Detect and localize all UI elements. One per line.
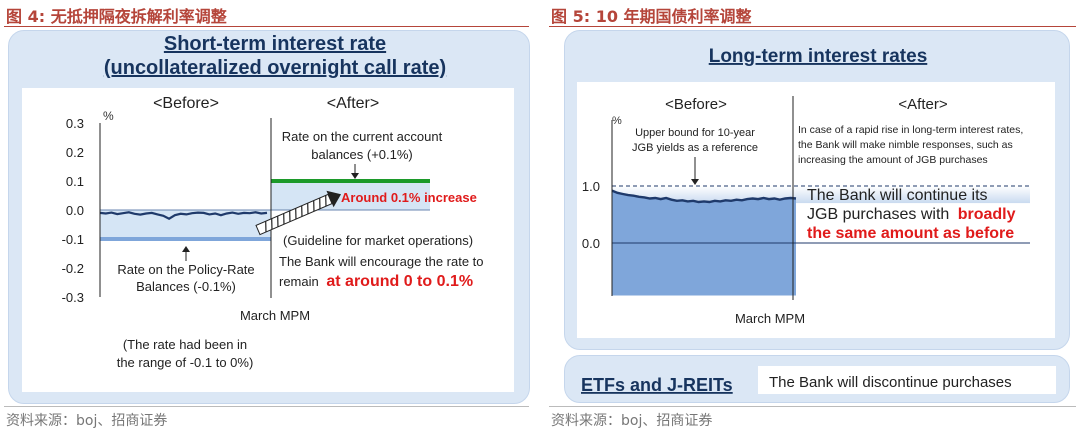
- encourage-label-2: remain at around 0 to 0.1%: [279, 273, 473, 290]
- long-before-label: <Before>: [665, 96, 727, 113]
- figure-5-rule: [549, 26, 1076, 27]
- continue-emphasis-1: broadly: [958, 206, 1016, 223]
- y-tick-label: 0.3: [66, 116, 84, 131]
- y-tick-label: -0.1: [62, 232, 84, 247]
- figure-5-source-rule: [549, 406, 1076, 407]
- continue-prefix: JGB purchases with: [807, 206, 949, 223]
- upper-bound-pointer-head: [691, 179, 699, 185]
- long-after-label: <After>: [898, 96, 947, 113]
- figure-4-title: 图 4: 无抵押隔夜拆解利率调整: [6, 3, 227, 27]
- chart-title-line1: Short-term interest rate: [164, 33, 386, 55]
- current-account-pointer-head: [351, 173, 359, 179]
- etf-text-box: [758, 366, 1056, 394]
- continue-emphasis-2: the same amount as before: [807, 225, 1014, 242]
- y-tick-labels: 0.3 0.2 0.1 0.0 -0.1 -0.2 -0.3: [62, 116, 84, 305]
- long-y-unit-label: %: [612, 115, 622, 127]
- figure-5-caption: 10 年期国债利率调整: [595, 7, 752, 26]
- y-tick-label: 0.2: [66, 145, 84, 160]
- figure-5-number: 图 5:: [551, 7, 591, 26]
- continue-line-1: The Bank will continue its: [807, 187, 988, 204]
- increase-arrow-head: [326, 190, 342, 208]
- short-term-chart: Short-term interest rate (uncollateraliz…: [62, 33, 484, 370]
- range-note-2: the range of -0.1 to 0%): [117, 355, 254, 370]
- long-term-title: Long-term interest rates: [709, 46, 928, 67]
- encourage-emphasis: at around 0 to 0.1%: [326, 273, 473, 290]
- figure-4-caption: 无抵押隔夜拆解利率调整: [50, 7, 227, 26]
- chart-title-line2: (uncollateralized overnight call rate): [104, 57, 446, 79]
- long-term-chart: Long-term interest rates <Before> <After…: [581, 46, 1030, 395]
- range-note-1: (The rate had been in: [123, 337, 247, 352]
- long-y-tick-labels: 1.0 0.0: [582, 179, 600, 251]
- long-y-tick-label: 1.0: [582, 179, 600, 194]
- figure-5-source: 资料来源：boj、招商证券: [551, 413, 713, 429]
- increase-arrow: [255, 190, 342, 236]
- figure-4-number: 图 4:: [6, 7, 46, 26]
- guideline-label: (Guideline for market operations): [283, 233, 473, 248]
- policy-rate-label-1: Rate on the Policy-Rate: [117, 262, 254, 277]
- after-range-band: [271, 181, 430, 210]
- increase-label: Around 0.1% increase: [341, 190, 477, 205]
- y-tick-label: -0.2: [62, 261, 84, 276]
- y-tick-label: -0.3: [62, 290, 84, 305]
- upper-bound-label-2: JGB yields as a reference: [632, 142, 758, 154]
- y-tick-label: 0.0: [66, 203, 84, 218]
- x-axis-label: March MPM: [240, 308, 310, 323]
- long-y-tick-label: 0.0: [582, 236, 600, 251]
- encourage-label-1: The Bank will encourage the rate to: [279, 254, 484, 269]
- long-x-axis-label: March MPM: [735, 311, 805, 326]
- encourage-prefix: remain: [279, 274, 319, 289]
- continue-line-2: JGB purchases with broadly: [807, 206, 1016, 223]
- y-unit-label: %: [103, 109, 114, 123]
- current-account-label-1: Rate on the current account: [282, 129, 443, 144]
- call-rate-series-line: [99, 211, 268, 220]
- upper-band: [612, 186, 1030, 204]
- policy-rate-label-2: Balances (-0.1%): [136, 279, 236, 294]
- after-label: <After>: [327, 95, 379, 112]
- jgb-yield-series-line: [611, 189, 797, 204]
- after-note-1: In case of a rapid rise in long-term int…: [798, 124, 1023, 136]
- current-account-label-2: balances (+0.1%): [311, 147, 413, 162]
- figure-4-source: 资料来源：boj、招商证券: [6, 413, 168, 429]
- etf-label: ETFs and J-REITs: [581, 375, 733, 395]
- after-note-3: increasing the amount of JGB purchases: [798, 154, 988, 166]
- etf-text: The Bank will discontinue purchases: [769, 374, 1012, 391]
- figure-5-title: 图 5: 10 年期国债利率调整: [551, 3, 752, 27]
- policy-rate-pointer-head: [182, 246, 190, 252]
- figure-4-rule: [4, 26, 529, 27]
- y-tick-label: 0.1: [66, 174, 84, 189]
- after-note-2: the Bank will make nimble responses, suc…: [798, 139, 1013, 151]
- upper-bound-label-1: Upper bound for 10-year: [635, 127, 755, 139]
- figure-4-source-rule: [4, 406, 529, 407]
- before-label: <Before>: [153, 95, 219, 112]
